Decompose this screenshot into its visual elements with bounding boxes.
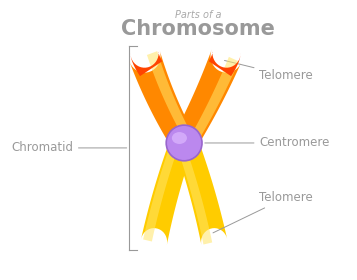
Polygon shape xyxy=(192,57,239,139)
Polygon shape xyxy=(130,50,190,140)
Polygon shape xyxy=(143,149,177,241)
Polygon shape xyxy=(141,149,190,245)
Ellipse shape xyxy=(172,132,187,144)
Polygon shape xyxy=(178,149,227,245)
Polygon shape xyxy=(130,52,162,76)
Polygon shape xyxy=(209,52,241,76)
Text: Parts of a: Parts of a xyxy=(175,10,221,20)
Ellipse shape xyxy=(166,125,202,161)
Text: Telomere: Telomere xyxy=(213,191,313,233)
Polygon shape xyxy=(180,153,212,244)
Text: Telomere: Telomere xyxy=(225,60,313,82)
Polygon shape xyxy=(147,51,188,132)
Text: Chromosome: Chromosome xyxy=(121,19,275,39)
Text: Chromatid: Chromatid xyxy=(11,141,127,155)
Polygon shape xyxy=(178,49,241,140)
Text: Centromere: Centromere xyxy=(205,136,330,150)
